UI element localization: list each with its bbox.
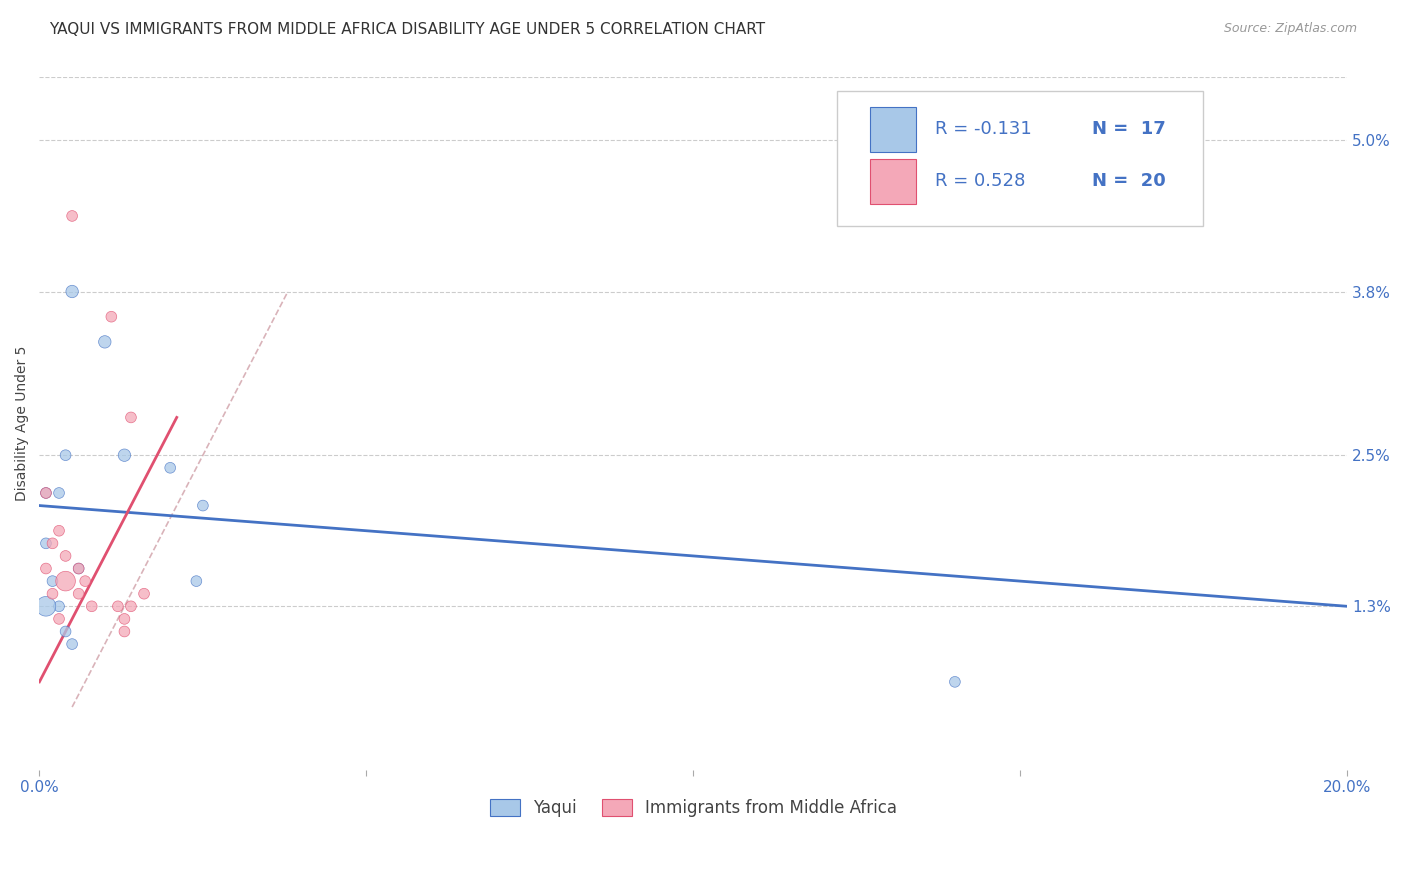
Point [60,637,83,651]
Point [55,624,77,639]
Text: N =  17: N = 17 [1092,120,1166,138]
Point [60,285,83,299]
Point [67,561,90,575]
Point [55,448,77,462]
Point [35,599,58,614]
FancyBboxPatch shape [870,107,915,152]
FancyBboxPatch shape [870,159,915,204]
Point [41,536,63,550]
Text: Source: ZipAtlas.com: Source: ZipAtlas.com [1223,22,1357,36]
Point [112,612,135,626]
Y-axis label: Disability Age Under 5: Disability Age Under 5 [15,346,30,501]
Point [35,561,58,575]
Point [100,310,122,324]
Point [41,587,63,601]
FancyBboxPatch shape [837,91,1204,227]
Point [48,599,70,614]
Point [120,410,142,425]
Point [75,574,97,588]
Point [67,561,90,575]
Point [191,499,214,513]
Point [94,334,117,349]
Text: R = -0.131: R = -0.131 [935,120,1032,138]
Point [55,549,77,563]
Point [112,448,135,462]
Point [60,209,83,223]
Point [159,460,181,475]
Point [120,599,142,614]
Point [48,612,70,626]
Point [48,486,70,500]
Point [35,486,58,500]
Point [943,674,966,689]
Point [80,599,103,614]
Point [112,624,135,639]
Text: R = 0.528: R = 0.528 [935,172,1025,190]
Point [41,574,63,588]
Point [132,587,155,601]
Point [35,536,58,550]
Point [48,524,70,538]
Point [107,599,129,614]
Point [186,574,208,588]
Text: YAQUI VS IMMIGRANTS FROM MIDDLE AFRICA DISABILITY AGE UNDER 5 CORRELATION CHART: YAQUI VS IMMIGRANTS FROM MIDDLE AFRICA D… [49,22,765,37]
Text: N =  20: N = 20 [1092,172,1166,190]
Point [67,587,90,601]
Point [55,574,77,588]
Point [35,486,58,500]
Legend: Yaqui, Immigrants from Middle Africa: Yaqui, Immigrants from Middle Africa [484,792,904,824]
